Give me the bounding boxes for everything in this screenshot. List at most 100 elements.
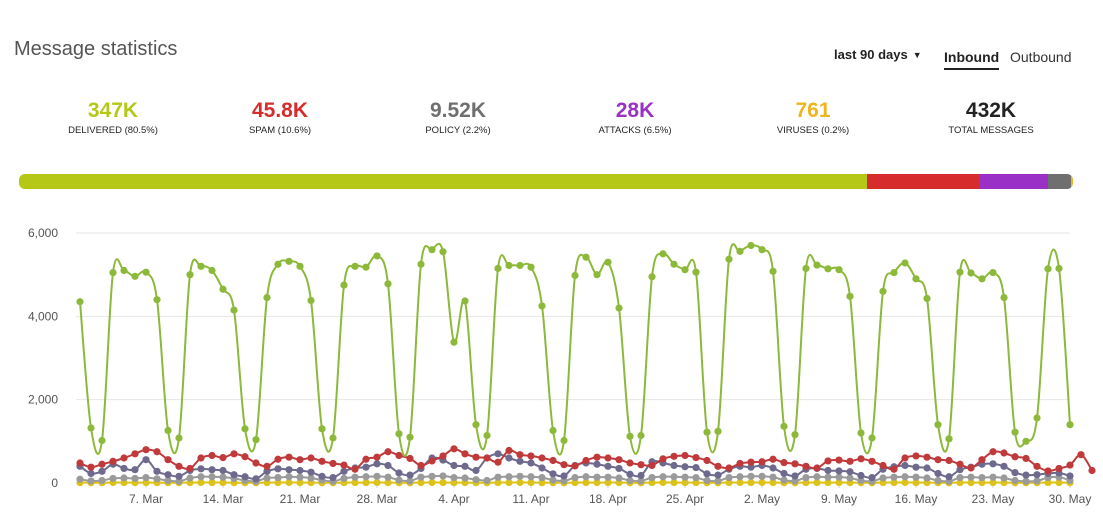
data-point-spam[interactable] [142,446,150,454]
data-point-attacks[interactable] [307,468,315,476]
data-point-viruses[interactable] [901,478,909,487]
data-point-spam[interactable] [527,452,535,460]
data-point-delivered[interactable] [978,275,986,283]
data-point-delivered[interactable] [307,296,315,305]
data-point-viruses[interactable] [670,478,678,487]
data-point-spam[interactable] [747,458,755,466]
data-point-spam[interactable] [868,457,876,465]
data-point-spam[interactable] [659,455,667,463]
data-point-spam[interactable] [736,459,744,468]
data-point-spam[interactable] [219,453,227,462]
data-point-viruses[interactable] [527,478,535,487]
data-point-spam[interactable] [802,462,810,470]
data-point-delivered[interactable] [912,275,920,283]
data-point-spam[interactable] [362,455,370,463]
data-point-attacks[interactable] [285,466,293,474]
data-point-viruses[interactable] [285,478,293,487]
data-point-delivered[interactable] [1000,293,1008,302]
data-point-viruses[interactable] [274,478,282,487]
data-point-spam[interactable] [87,463,95,471]
data-point-spam[interactable] [483,454,491,462]
data-point-spam[interactable] [395,451,403,460]
data-point-delivered[interactable] [879,287,887,295]
data-point-delivered[interactable] [791,431,799,439]
data-point-spam[interactable] [571,462,579,470]
tab-outbound[interactable]: Outbound [1010,49,1072,65]
data-point-policy[interactable] [461,474,469,482]
data-point-spam[interactable] [186,464,194,473]
data-point-viruses[interactable] [659,478,667,487]
data-point-attacks[interactable] [120,464,128,473]
data-point-policy[interactable] [406,477,414,485]
data-point-policy[interactable] [164,476,172,485]
data-point-spam[interactable] [76,459,84,467]
data-point-viruses[interactable] [758,478,766,487]
data-point-delivered[interactable] [450,338,458,346]
data-point-attacks[interactable] [791,472,799,480]
data-point-attacks[interactable] [516,457,524,465]
data-point-spam[interactable] [615,456,623,464]
data-point-attacks[interactable] [208,466,216,474]
data-point-attacks[interactable] [87,469,95,478]
data-point-delivered[interactable] [626,432,634,440]
data-point-viruses[interactable] [747,478,755,487]
data-point-delivered[interactable] [802,264,810,273]
data-point-viruses[interactable] [351,478,359,487]
data-point-spam[interactable] [1022,454,1030,463]
data-point-policy[interactable] [879,474,887,482]
data-point-policy[interactable] [186,474,194,482]
data-point-attacks[interactable] [318,472,326,480]
data-point-attacks[interactable] [384,461,392,470]
data-point-delivered[interactable] [945,435,953,443]
data-point-delivered[interactable] [637,431,645,440]
data-point-delivered[interactable] [780,422,788,430]
data-point-policy[interactable] [98,476,106,485]
data-point-spam[interactable] [879,461,887,470]
data-point-policy[interactable] [307,474,315,482]
data-point-delivered[interactable] [428,246,436,254]
data-point-attacks[interactable] [329,473,337,482]
data-point-attacks[interactable] [131,466,139,474]
data-point-delivered[interactable] [417,260,425,268]
data-point-policy[interactable] [978,473,986,482]
data-point-spam[interactable] [428,457,436,465]
data-point-spam[interactable] [593,453,601,461]
data-point-viruses[interactable] [835,478,843,487]
data-point-attacks[interactable] [461,462,469,470]
data-point-viruses[interactable] [1044,478,1052,487]
data-point-policy[interactable] [593,473,601,481]
data-point-attacks[interactable] [296,466,304,475]
data-point-delivered[interactable] [109,268,117,277]
data-point-delivered[interactable] [483,431,491,440]
data-point-policy[interactable] [989,473,997,481]
data-point-policy[interactable] [87,477,95,485]
data-point-spam[interactable] [692,453,700,462]
data-point-viruses[interactable] [494,478,502,487]
data-point-policy[interactable] [142,473,150,482]
data-point-attacks[interactable] [274,465,282,473]
data-point-delivered[interactable] [714,427,722,435]
data-point-attacks[interactable] [549,470,557,478]
data-point-policy[interactable] [835,473,843,481]
data-point-delivered[interactable] [274,260,282,268]
data-point-spam[interactable] [648,461,656,470]
data-point-spam[interactable] [978,456,986,464]
data-point-policy[interactable] [703,476,711,485]
data-point-viruses[interactable] [516,478,524,487]
data-point-spam[interactable] [681,451,689,460]
data-point-policy[interactable] [1022,477,1030,485]
data-point-delivered[interactable] [1011,428,1019,436]
data-point-viruses[interactable] [956,478,964,487]
data-point-policy[interactable] [934,476,942,485]
data-point-policy[interactable] [505,473,513,481]
data-point-policy[interactable] [516,472,524,480]
data-point-spam[interactable] [153,448,161,456]
data-point-attacks[interactable] [406,471,414,479]
data-point-attacks[interactable] [846,468,854,476]
data-point-policy[interactable] [153,475,161,483]
data-point-attacks[interactable] [373,460,381,468]
data-point-policy[interactable] [769,473,777,481]
data-point-policy[interactable] [384,473,392,481]
data-point-spam[interactable] [373,453,381,461]
data-point-attacks[interactable] [1033,471,1041,479]
